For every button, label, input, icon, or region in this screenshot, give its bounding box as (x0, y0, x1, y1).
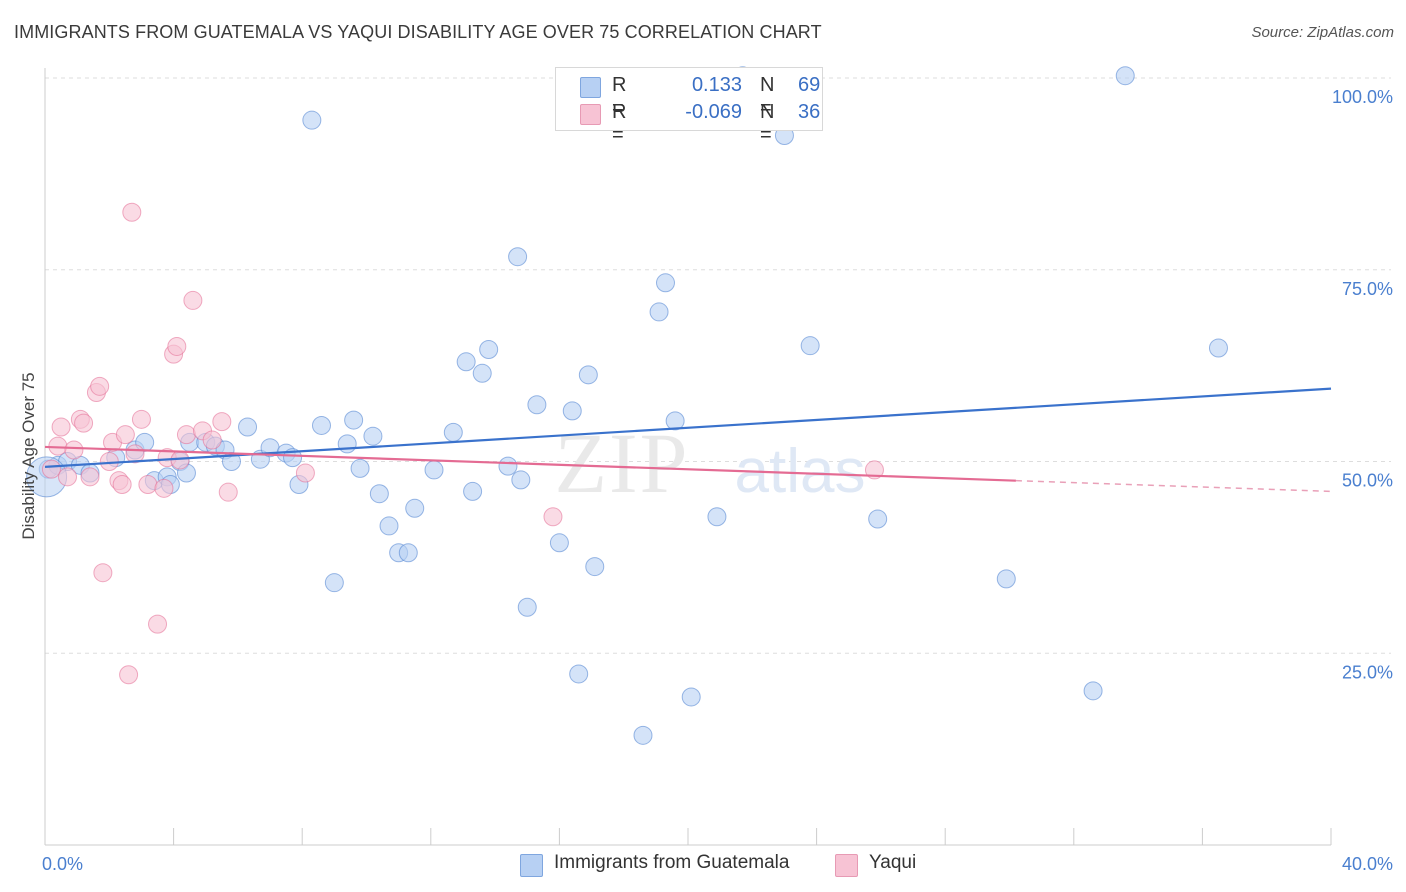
yaqui-point-16 (119, 665, 139, 685)
guatemala-point-38 (456, 352, 476, 372)
guatemala-point-41 (479, 340, 499, 360)
guatemala-point-29 (350, 458, 370, 478)
guatemala-point-40 (472, 363, 492, 383)
correlation-legend: R = 0.133 N = 69 R = -0.069 N = 36 (555, 67, 823, 146)
n-value: 69 (798, 74, 821, 96)
guatemala-point-46 (527, 395, 547, 415)
guatemala-point-65 (1208, 338, 1228, 358)
tick-labels: 25.0% 50.0% 75.0% 100.0% 0.0% 40.0% (42, 87, 1393, 874)
guatemala-point-52 (633, 725, 653, 745)
guatemala-point-49 (569, 664, 589, 684)
trend-line-yaqui (44, 445, 1016, 482)
chart-source: Source: ZipAtlas.com (1251, 24, 1394, 41)
guatemala-point-30 (363, 426, 383, 446)
yaqui-point-27 (176, 425, 196, 445)
series-yaqui-points (41, 202, 884, 685)
y-axis-label: Disability Age Over 75 (19, 372, 38, 539)
yaqui-point-25 (167, 336, 187, 356)
yaqui-point-10 (93, 563, 113, 583)
yaqui-point-28 (183, 290, 203, 310)
legend-label-guatemala: Immigrants from Guatemala (554, 852, 790, 873)
legend-swatch-yaqui (580, 104, 601, 125)
n-value: 36 (798, 101, 821, 123)
yaqui-point-34 (543, 507, 563, 527)
yaqui-point-21 (148, 614, 168, 634)
legend-swatch-yaqui (835, 854, 858, 877)
guatemala-point-50 (578, 365, 598, 385)
guatemala-point-43 (508, 247, 528, 267)
trend-lines (44, 387, 1332, 493)
yaqui-point-31 (212, 412, 232, 432)
yaqui-point-7 (80, 467, 100, 487)
guatemala-point-25 (311, 415, 331, 435)
y-tick-label-25: 25.0% (1342, 662, 1393, 682)
guatemala-point-48 (562, 401, 582, 421)
guatemala-point-60 (800, 336, 820, 356)
guatemala-point-28 (344, 410, 364, 430)
yaqui-point-20 (138, 475, 158, 495)
r-value: 0.133 (691, 74, 742, 96)
chart-title: IMMIGRANTS FROM GUATEMALA VS YAQUI DISAB… (14, 22, 822, 42)
yaqui-point-4 (64, 440, 84, 460)
guatemala-point-57 (707, 507, 727, 527)
yaqui-point-6 (74, 413, 94, 433)
r-value: -0.069 (685, 101, 742, 123)
n-label: N = (760, 101, 775, 146)
guatemala-point-24 (302, 110, 322, 130)
watermark: ZIP atlas (555, 415, 866, 511)
guatemala-point-35 (405, 498, 425, 518)
guatemala-point-31 (369, 484, 389, 504)
yaqui-point-35 (864, 460, 884, 480)
guatemala-point-32 (379, 516, 399, 536)
guatemala-point-36 (424, 460, 444, 480)
guatemala-point-61 (868, 509, 888, 529)
n-label: N = (760, 74, 775, 119)
guatemala-point-18 (238, 417, 258, 437)
legend-swatch-guatemala (580, 77, 601, 98)
guatemala-point-62 (996, 569, 1016, 589)
guatemala-point-37 (443, 422, 463, 442)
trend-line-yaqui-extrapolated (1015, 479, 1332, 493)
r-label: R = (612, 74, 627, 119)
yaqui-point-15 (115, 425, 135, 445)
guatemala-point-39 (463, 481, 483, 501)
guatemala-point-54 (655, 273, 675, 293)
yaqui-point-30 (202, 430, 222, 450)
yaqui-point-22 (154, 478, 174, 498)
legend-label-yaqui: Yaqui (869, 852, 917, 873)
x-tick-label-1: 40.0% (1342, 854, 1393, 874)
guatemala-point-64 (1115, 66, 1135, 86)
guatemala-point-27 (337, 434, 357, 454)
guatemala-point-42 (498, 456, 518, 476)
yaqui-point-3 (58, 467, 78, 487)
yaqui-point-9 (90, 376, 110, 396)
guatemala-point-26 (324, 573, 344, 593)
guatemala-point-47 (549, 533, 569, 553)
guatemala-point-63 (1083, 681, 1103, 701)
yaqui-point-14 (112, 475, 132, 495)
gridlines (45, 77, 1391, 654)
guatemala-point-53 (649, 302, 669, 322)
guatemala-point-45 (517, 597, 537, 617)
guatemala-point-55 (665, 411, 685, 431)
guatemala-point-34 (398, 543, 418, 563)
r-label: R = (612, 101, 627, 146)
guatemala-point-56 (681, 687, 701, 707)
guatemala-point-44 (511, 470, 531, 490)
series-legend: Immigrants from Guatemala Yaqui (0, 852, 1406, 878)
yaqui-point-33 (295, 463, 315, 483)
legend-swatch-guatemala (520, 854, 543, 877)
yaqui-point-32 (218, 482, 238, 502)
yaqui-point-2 (51, 417, 71, 437)
y-tick-label-100: 100.0% (1332, 87, 1393, 107)
x-tick-label-0: 0.0% (42, 854, 83, 874)
y-tick-label-50: 50.0% (1342, 471, 1393, 491)
guatemala-point-51 (585, 557, 605, 577)
yaqui-point-0 (41, 459, 61, 479)
yaqui-point-17 (122, 202, 142, 222)
yaqui-point-19 (131, 409, 151, 429)
y-tick-label-75: 75.0% (1342, 279, 1393, 299)
